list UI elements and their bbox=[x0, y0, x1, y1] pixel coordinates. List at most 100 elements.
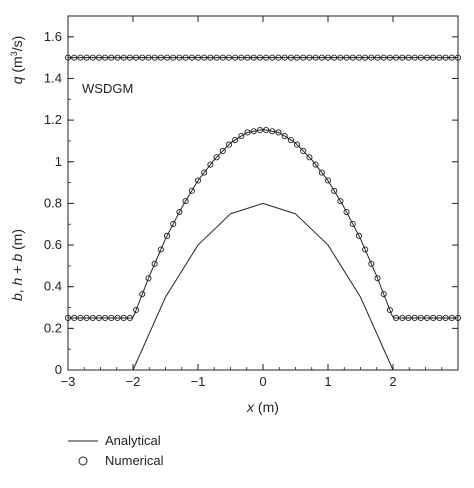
data-point bbox=[399, 314, 406, 321]
data-point bbox=[213, 54, 220, 61]
data-point bbox=[170, 220, 177, 227]
series-layer bbox=[64, 54, 462, 371]
x-tick-label: 0 bbox=[259, 374, 266, 389]
legend: Analytical Numerical bbox=[68, 433, 164, 468]
data-point bbox=[95, 54, 102, 61]
data-point bbox=[114, 54, 121, 61]
data-point bbox=[219, 147, 226, 155]
data-point bbox=[331, 54, 338, 61]
data-point bbox=[256, 127, 263, 134]
data-point bbox=[133, 54, 140, 61]
y-axis-ticks: 0 0.2 0.4 0.6 0.8 1 1.2 1.4 1.6 bbox=[44, 15, 458, 377]
data-point bbox=[83, 54, 90, 61]
data-point bbox=[411, 314, 418, 321]
data-point bbox=[151, 260, 158, 267]
annotation-label: WSDGM bbox=[82, 81, 133, 96]
data-point bbox=[275, 129, 282, 136]
data-point bbox=[201, 169, 208, 176]
data-point bbox=[417, 314, 424, 321]
data-point bbox=[213, 154, 220, 161]
data-point bbox=[194, 177, 202, 184]
data-point bbox=[343, 208, 350, 216]
x-axis-label: x (m) bbox=[246, 399, 279, 415]
data-point bbox=[232, 136, 239, 144]
data-point bbox=[170, 54, 177, 61]
data-point bbox=[250, 54, 257, 61]
data-point bbox=[163, 54, 171, 61]
data-point bbox=[393, 314, 400, 321]
data-point bbox=[448, 314, 455, 321]
data-point bbox=[89, 314, 96, 321]
data-point bbox=[114, 314, 121, 321]
data-point bbox=[380, 54, 387, 61]
data-point bbox=[374, 54, 381, 61]
data-point bbox=[362, 246, 369, 253]
data-point bbox=[306, 54, 313, 61]
y-tick-label: 0.2 bbox=[44, 320, 62, 335]
x-tick-label: −3 bbox=[61, 374, 76, 389]
data-point bbox=[182, 198, 189, 205]
data-point bbox=[293, 141, 301, 148]
data-point bbox=[201, 54, 208, 61]
data-point bbox=[269, 54, 276, 61]
data-point bbox=[337, 54, 344, 61]
legend-label-analytical: Analytical bbox=[105, 433, 161, 448]
data-point bbox=[188, 187, 195, 194]
data-point bbox=[64, 314, 72, 321]
data-point bbox=[120, 314, 127, 321]
data-point bbox=[157, 54, 164, 61]
data-point bbox=[188, 54, 195, 61]
data-point bbox=[182, 54, 189, 61]
data-point bbox=[318, 169, 325, 176]
data-point bbox=[207, 161, 214, 168]
data-point bbox=[263, 54, 270, 61]
y-axis-label-lower: b, h + b (m) bbox=[9, 229, 25, 301]
data-point bbox=[430, 314, 437, 321]
data-point bbox=[386, 54, 393, 61]
data-point bbox=[368, 54, 375, 61]
data-point bbox=[145, 54, 152, 61]
data-point bbox=[380, 291, 387, 298]
data-point bbox=[355, 232, 363, 239]
data-point bbox=[324, 54, 332, 61]
data-point bbox=[263, 127, 270, 134]
data-point bbox=[244, 129, 251, 136]
data-point bbox=[145, 275, 152, 282]
data-point bbox=[176, 54, 183, 61]
data-point bbox=[238, 133, 245, 140]
data-point bbox=[64, 54, 72, 61]
data-point bbox=[157, 246, 164, 253]
data-point bbox=[207, 54, 214, 61]
data-point bbox=[281, 54, 288, 61]
data-point bbox=[393, 54, 400, 61]
data-point bbox=[77, 314, 84, 321]
data-point bbox=[108, 314, 115, 321]
data-point bbox=[269, 128, 276, 135]
data-point bbox=[225, 54, 232, 61]
data-point bbox=[139, 291, 146, 298]
data-point bbox=[331, 187, 338, 194]
legend-label-numerical: Numerical bbox=[105, 453, 164, 468]
data-point bbox=[386, 306, 393, 314]
y-tick-label: 0 bbox=[55, 362, 62, 377]
data-point bbox=[312, 161, 319, 168]
data-point bbox=[399, 54, 406, 61]
data-point bbox=[163, 232, 171, 239]
data-point bbox=[405, 54, 412, 61]
data-point bbox=[225, 141, 232, 148]
data-point bbox=[89, 54, 96, 61]
data-point bbox=[448, 54, 455, 61]
data-point bbox=[250, 128, 257, 135]
y-axis-label-upper: q (m3/s) bbox=[9, 36, 25, 85]
data-point bbox=[442, 54, 449, 61]
data-point bbox=[312, 54, 319, 61]
data-point bbox=[139, 54, 146, 61]
data-point bbox=[300, 147, 307, 155]
series-line-4 bbox=[132, 202, 394, 371]
y-tick-label: 1.4 bbox=[44, 70, 62, 85]
series-line-2 bbox=[68, 128, 458, 319]
data-point bbox=[244, 54, 251, 61]
y-tick-label: 1.6 bbox=[44, 29, 62, 44]
data-point bbox=[108, 54, 115, 61]
